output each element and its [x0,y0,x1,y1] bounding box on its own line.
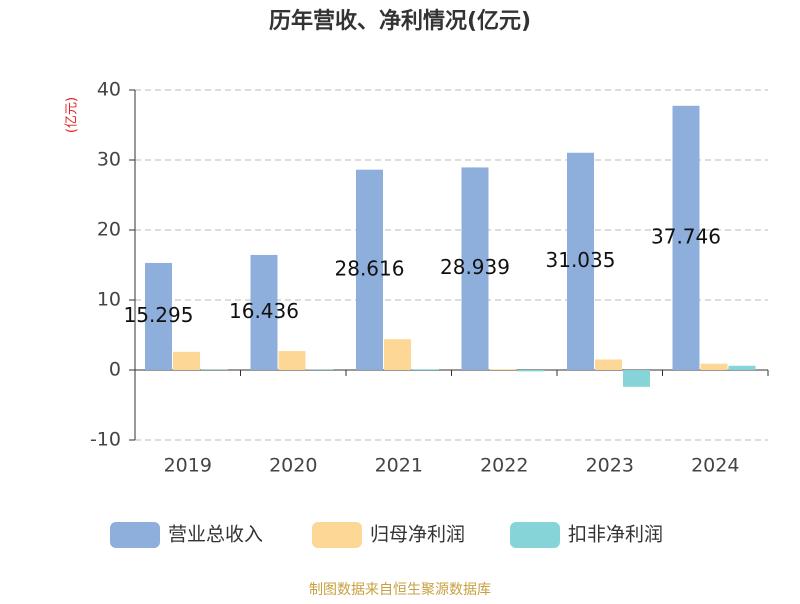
source-note: 制图数据来自恒生聚源数据库 [309,582,491,598]
bar [595,360,622,371]
data-label: 28.939 [440,255,510,279]
x-tick-label: 2023 [586,455,634,477]
y-tick-label: 40 [97,79,121,101]
bar [729,366,756,370]
y-tick-label: 30 [97,149,121,171]
x-tick-label: 2022 [480,455,528,477]
x-tick-label: 2020 [269,455,317,477]
bar [623,370,650,387]
bar [490,369,517,370]
x-tick-label: 2019 [164,455,212,477]
bar [518,370,545,371]
data-label: 31.035 [546,248,616,272]
legend-label: 扣非净利润 [568,524,663,546]
bar [384,339,411,370]
y-tick-label: 0 [109,359,121,381]
y-tick-label: 10 [97,289,121,311]
legend-label: 归母净利润 [370,524,465,546]
legend-swatch [110,522,160,548]
x-tick-label: 2021 [375,455,423,477]
y-tick-label: -10 [90,429,121,451]
bar [412,369,439,370]
y-axis-label: (亿元) [65,97,80,133]
legend-swatch [510,522,560,548]
data-label: 37.746 [651,224,721,248]
legend-swatch [312,522,362,548]
data-label: 28.616 [335,256,405,280]
chart-title: 历年营收、净利情况(亿元) [269,8,531,34]
x-tick-label: 2024 [691,455,739,477]
bar [701,364,728,370]
legend-label: 营业总收入 [168,524,263,546]
data-label: 15.295 [124,303,194,327]
bar [173,352,200,370]
y-tick-label: 20 [97,219,121,241]
bar [279,351,306,370]
data-label: 16.436 [229,299,299,323]
